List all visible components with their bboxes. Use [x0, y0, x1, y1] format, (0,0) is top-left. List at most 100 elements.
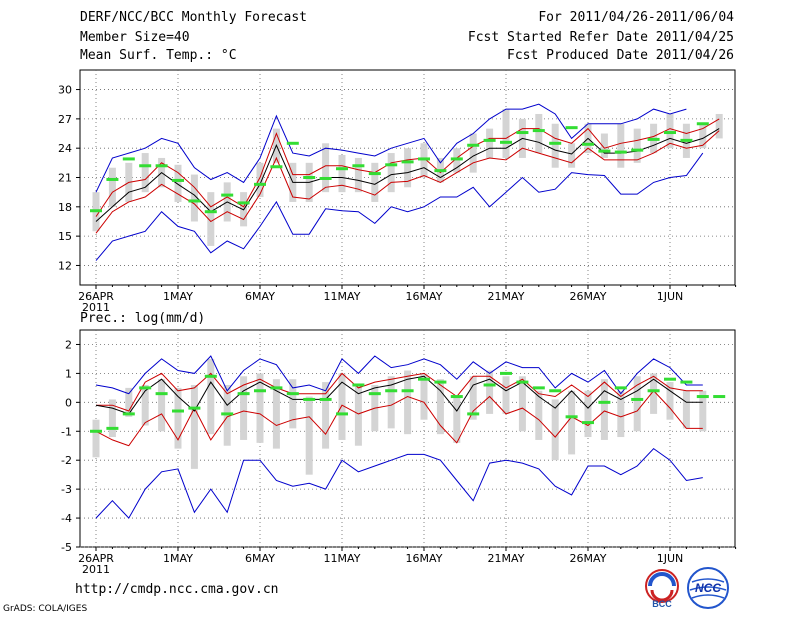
y-tick-label-temp: 30 [58, 84, 72, 97]
lower-line-prec [95, 390, 703, 447]
spread-box-prec [207, 358, 215, 435]
observed-mark-temp [286, 141, 299, 145]
observed-mark-prec [450, 395, 463, 399]
spread-box-prec [666, 382, 674, 420]
spread-box-prec [387, 376, 395, 429]
observed-mark-temp [582, 142, 594, 146]
observed-mark-temp [680, 138, 693, 142]
observed-mark-temp [500, 140, 512, 144]
x-tick-label-prec: 26APR [78, 552, 114, 565]
observed-mark-prec [139, 386, 152, 390]
spread-box-prec [486, 370, 494, 414]
observed-mark-prec [352, 383, 365, 387]
y-tick-label-prec: 2 [65, 338, 72, 351]
observed-mark-temp [155, 164, 168, 168]
max-line-prec [95, 355, 703, 395]
observed-mark-prec [696, 395, 709, 399]
upper-line-prec [96, 372, 703, 412]
observed-mark-temp [450, 157, 463, 161]
observed-mark-prec [631, 397, 644, 401]
x-tick-label-temp: 16MAY [406, 290, 443, 303]
min-line-prec [95, 447, 703, 519]
title-left-1: DERF/NCC/BCC Monthly Forecast [80, 10, 307, 25]
observed-mark-temp [172, 178, 184, 182]
spread-box-prec [256, 373, 264, 443]
observed-mark-prec [467, 412, 480, 416]
x-tick-label-temp: 21MAY [488, 290, 525, 303]
observed-mark-prec [549, 389, 562, 393]
spread-box-temp [174, 164, 182, 202]
spread-box-prec [354, 384, 362, 446]
y-tick-label-prec: -5 [61, 541, 72, 554]
spread-box-temp [190, 174, 198, 222]
observed-mark-prec [516, 380, 529, 384]
x-tick-label-prec: 1JUN [657, 552, 684, 565]
observed-mark-prec [204, 374, 217, 378]
y-tick-label-prec: 1 [65, 367, 72, 380]
observed-mark-temp [188, 199, 201, 203]
observed-mark-prec [582, 421, 594, 425]
x-tick-label-prec: 16MAY [406, 552, 443, 565]
observed-mark-prec [303, 397, 316, 401]
spread-box-temp [338, 155, 346, 193]
spread-box-temp [633, 128, 641, 163]
x-year-label-prec: 2011 [82, 563, 110, 576]
spread-box-prec [125, 387, 133, 417]
observed-mark-temp [319, 176, 332, 180]
observed-mark-temp [516, 131, 529, 135]
precip-title: Prec.: log(mm/d) [80, 311, 206, 326]
x-tick-label-prec: 26MAY [570, 552, 607, 565]
observed-mark-temp [352, 164, 365, 168]
observed-mark-prec [237, 392, 250, 396]
spread-box-prec [535, 390, 543, 440]
ncc-logo-text: NCC [695, 581, 721, 595]
website-url: http://cmdp.ncc.cma.gov.cn [75, 582, 279, 597]
y-tick-label-temp: 24 [58, 142, 72, 155]
observed-mark-temp [254, 182, 266, 186]
panel-temp: 12 15 18 21 24 27 30 26APR 1MAY 6MAY 11MAY 16MAY 21M… [58, 69, 737, 314]
spread-box-temp [551, 123, 559, 168]
observed-mark-temp [696, 122, 709, 126]
observed-mark-prec [286, 392, 299, 396]
min-line-temp [95, 152, 704, 261]
ncc-logo: NCC [687, 567, 729, 609]
observed-mark-prec [532, 386, 545, 390]
spread-box-prec [682, 390, 690, 429]
observed-mark-prec [598, 400, 611, 404]
observed-mark-prec [434, 380, 447, 384]
spread-box-temp [600, 133, 608, 158]
observed-mark-prec [483, 383, 496, 387]
title-right-3: Fcst Produced Date 2011/04/26 [507, 48, 734, 63]
spread-box-temp [354, 157, 362, 193]
bcc-logo: BCC [645, 569, 679, 609]
spread-box-prec [272, 379, 280, 449]
title-left-3: Mean Surf. Temp.: °C [80, 48, 237, 63]
observed-mark-temp [139, 164, 152, 168]
observed-mark-prec [188, 406, 201, 410]
spread-box-prec [289, 379, 297, 429]
observed-mark-temp [418, 157, 430, 161]
y-tick-label-temp: 27 [58, 113, 72, 126]
spread-box-temp [322, 143, 330, 193]
observed-mark-temp [598, 149, 611, 153]
observed-mark-temp [122, 157, 135, 161]
observed-mark-prec [418, 377, 430, 381]
x-tick-label-prec: 21MAY [488, 552, 525, 565]
spread-box-temp [535, 113, 543, 154]
spread-box-prec [108, 399, 116, 438]
x-tick-label-temp: 1MAY [163, 290, 193, 303]
spread-box-prec [322, 382, 330, 449]
observed-mark-prec [172, 409, 184, 413]
observed-mark-temp [664, 131, 676, 135]
observed-mark-prec [336, 412, 348, 416]
x-tick-label-temp: 6MAY [245, 290, 275, 303]
title-right-1: For 2011/04/26-2011/06/04 [538, 10, 734, 25]
observed-mark-temp [237, 201, 250, 205]
spread-box-prec [551, 399, 559, 461]
spread-box-temp [207, 192, 215, 246]
observed-mark-temp [368, 172, 381, 176]
observed-mark-temp [401, 160, 414, 164]
observed-mark-prec [106, 426, 119, 430]
observed-mark-prec [319, 397, 332, 401]
observed-mark-prec [122, 412, 135, 416]
